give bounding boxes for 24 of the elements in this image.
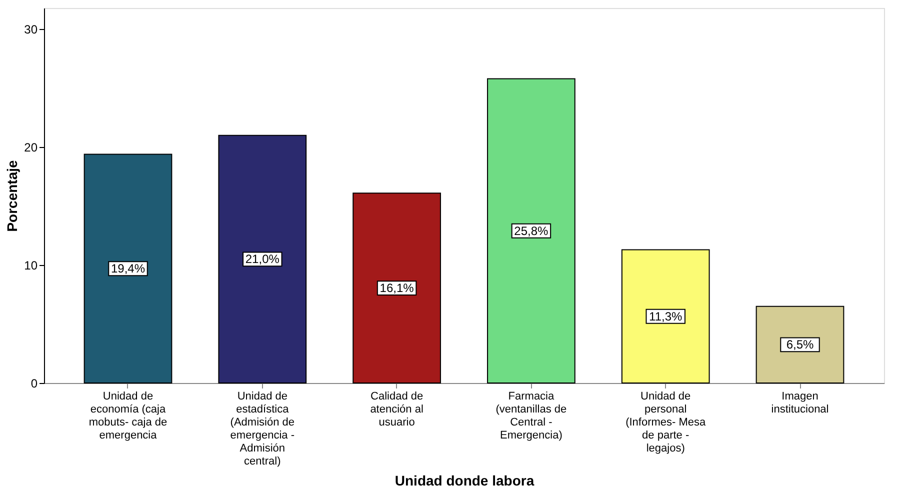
data-label: 16,1% [380, 281, 414, 296]
y-tick-label: 10 [24, 258, 38, 273]
data-label: 19,4% [110, 262, 146, 276]
y-tick-label: 0 [30, 376, 38, 390]
data-label: 11,3% [649, 309, 682, 324]
y-tick-label: 20 [24, 140, 38, 155]
bar [352, 192, 441, 384]
bar [756, 306, 844, 384]
bar [218, 134, 307, 384]
x-tick-label: Unidad de economía (caja mobuts- caja de emergencia [88, 390, 168, 442]
x-tick-label: Unidad de personal (Informes- Mesa de parte - legajos) [626, 390, 707, 454]
y-axis-title: Porcentaje [4, 160, 20, 232]
data-label: 6,5% [786, 338, 814, 352]
x-axis-title: Unidad donde labora [394, 472, 534, 488]
x-tick-label: Farmacia (ventanillas de Central - Emergencia) [496, 390, 567, 442]
x-tick-label: Imagen institucional [771, 390, 829, 416]
bar [84, 154, 172, 384]
x-tick-label: Calidad de atención al usuario [370, 390, 424, 428]
data-label: 21,0% [245, 252, 280, 266]
bar [487, 78, 576, 384]
y-tick-label: 30 [24, 22, 38, 37]
x-tick-label: Unidad de estadística (Admisión de emergencia - Admisión central) [230, 390, 295, 468]
bar [621, 249, 710, 384]
data-label: 25,8% [514, 224, 549, 238]
